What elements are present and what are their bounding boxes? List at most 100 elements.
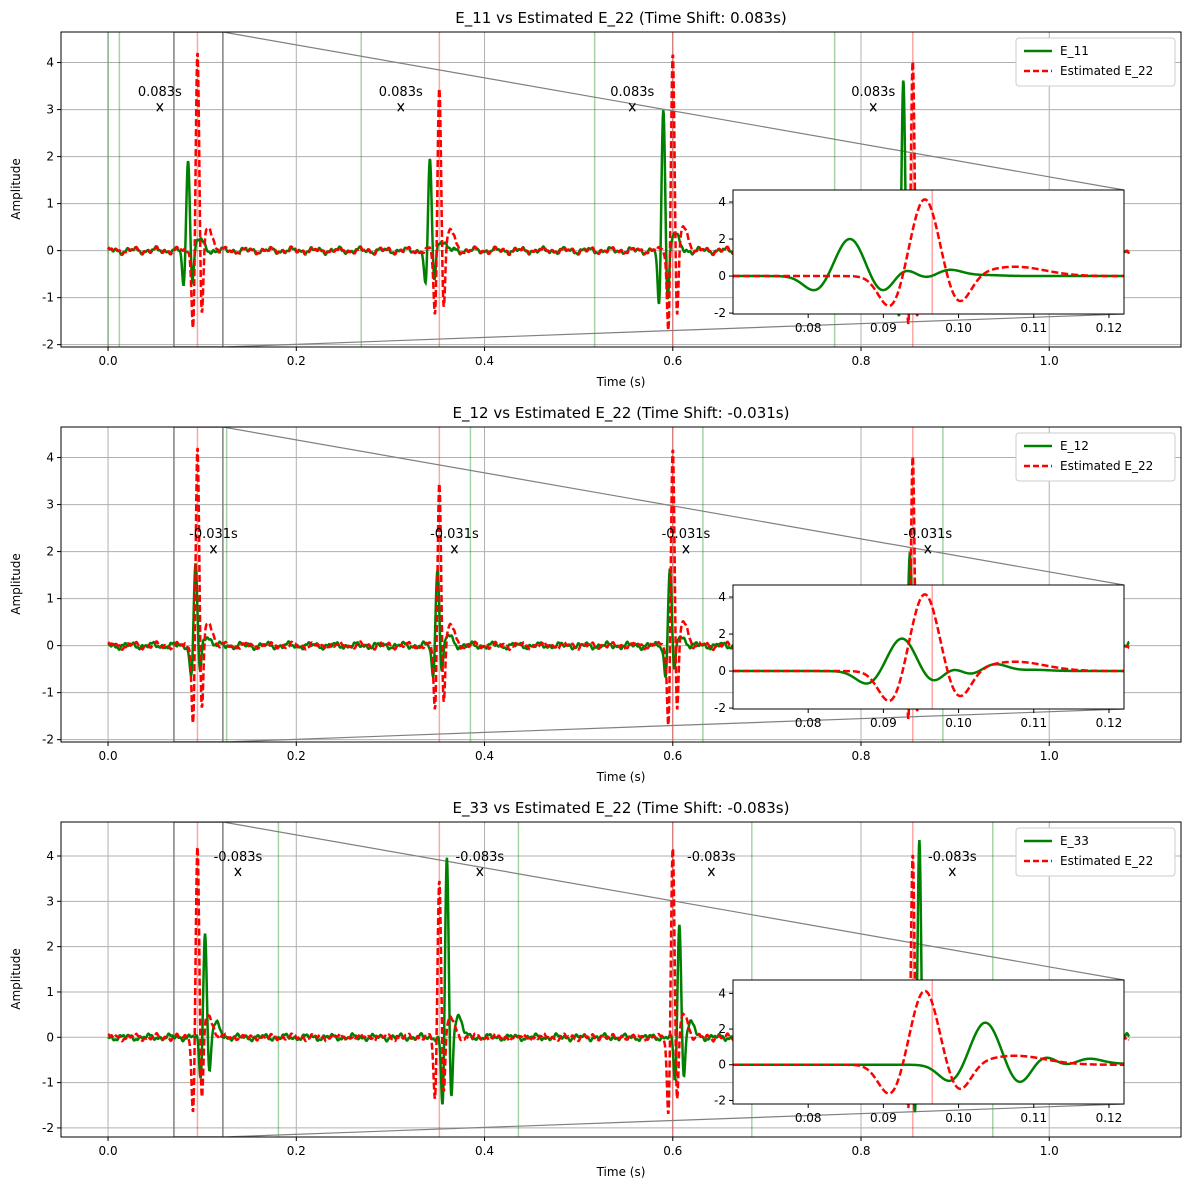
inset-y-tick-label: 0: [718, 269, 726, 283]
inset-x-tick-label: 0.09: [870, 716, 897, 730]
x-axis-label: Time (s): [596, 375, 646, 389]
zoom-region-box: [173, 822, 224, 1137]
y-tick-label: 3: [46, 498, 54, 512]
inset-y-tick-label: 4: [718, 986, 726, 1000]
chart-title: E_11 vs Estimated E_22 (Time Shift: 0.08…: [455, 9, 787, 28]
inset-background: [733, 190, 1124, 314]
y-tick-label: -1: [42, 686, 54, 700]
x-tick-label: 0.6: [663, 1144, 682, 1158]
zoom-connector-line: [222, 313, 1125, 347]
y-axis-label: Amplitude: [9, 158, 23, 220]
annotation-marker: [156, 102, 164, 112]
annotation-label: -0.083s: [687, 850, 736, 865]
legend-e22-label: Estimated E_22: [1060, 854, 1153, 868]
axes-frame: [60, 821, 1182, 1138]
inset-plot-area: [733, 980, 1124, 1104]
inset-y-tick-label: -2: [714, 701, 726, 715]
annotation-label: -0.031s: [430, 527, 479, 542]
x-tick-label: 0.4: [475, 354, 494, 368]
y-tick-label: 4: [46, 451, 54, 465]
annotation-marker: [869, 102, 877, 112]
x-tick-label: 0.4: [475, 749, 494, 763]
y-tick-label: 4: [46, 56, 54, 70]
inset-zoom-axes: 0.08 0.09 0.10 0.11 0.12 -2 0 2 4: [714, 584, 1125, 730]
y-tick-label: 1: [46, 985, 54, 999]
annotation-label: -0.031s: [189, 527, 238, 542]
inset-y-tick-label: 2: [718, 627, 726, 641]
inset-x-tick-label: 0.12: [1096, 716, 1123, 730]
y-tick-label: -2: [42, 733, 54, 747]
y-axis-label: Amplitude: [9, 553, 23, 615]
inset-y-tick-label: -2: [714, 1093, 726, 1107]
inset-plot-area: [733, 190, 1124, 314]
inset-background: [733, 980, 1124, 1104]
inset-zoom-axes: 0.08 0.09 0.10 0.11 0.12 -2 0 2 4: [714, 979, 1125, 1125]
annotation-label: -0.083s: [455, 850, 504, 865]
inset-frame: [732, 189, 1125, 315]
y-tick-label: 1: [46, 592, 54, 606]
inset-frame: [732, 584, 1125, 710]
inset-y-tick-label: 2: [718, 1022, 726, 1036]
zoom-connector-line: [222, 1103, 1125, 1137]
y-tick-label: 0: [46, 639, 54, 653]
inset-y-tick-label: 0: [718, 1058, 726, 1072]
legend: E_12 Estimated E_22: [1015, 432, 1176, 482]
annotation-marker: [948, 867, 956, 877]
y-axis-label: Amplitude: [9, 948, 23, 1010]
y-tick-label: 1: [46, 197, 54, 211]
inset-e22-line: [733, 989, 1124, 1095]
x-tick-label: 1.0: [1040, 1144, 1059, 1158]
annotation-label: -0.083s: [928, 850, 977, 865]
inset-x-tick-label: 0.08: [795, 321, 822, 335]
annotation-label: -0.031s: [662, 527, 711, 542]
inset-x-tick-label: 0.09: [870, 1111, 897, 1125]
legend: E_33 Estimated E_22: [1015, 827, 1176, 877]
annotation-label: -0.083s: [214, 850, 263, 865]
y-tick-label: 2: [46, 150, 54, 164]
zoom-region-box: [173, 32, 224, 347]
x-tick-label: 0.6: [663, 354, 682, 368]
inset-x-tick-label: 0.12: [1096, 1111, 1123, 1125]
x-tick-label: 0.8: [851, 354, 870, 368]
inset-x-tick-label: 0.09: [870, 321, 897, 335]
inset-plot-area: [733, 585, 1124, 709]
inset-signal-line: [733, 237, 1124, 292]
inset-x-tick-label: 0.08: [795, 716, 822, 730]
x-tick-label: 0.4: [475, 1144, 494, 1158]
y-tick-label: 3: [46, 894, 54, 908]
annotation-marker: [924, 544, 932, 554]
legend-signal-label: E_11: [1060, 44, 1089, 58]
annotation-label: -0.031s: [903, 527, 952, 542]
zoom-connector-line: [222, 427, 1125, 586]
inset-y-tick-label: 4: [718, 590, 726, 604]
subplot-e11: 0.083s 0.083s 0.083s 0.083s E_11 vs Estimat…: [9, 9, 1182, 389]
legend-box: [1015, 827, 1176, 877]
inset-y-tick-label: 0: [718, 664, 726, 678]
inset-e22-line: [733, 198, 1124, 308]
inset-x-tick-label: 0.11: [1020, 1111, 1047, 1125]
subplot-e33: -0.083s -0.083s -0.083s -0.083s E_33 vs Est…: [9, 799, 1182, 1179]
inset-zoom-axes: 0.08 0.09 0.10 0.11 0.12 -2 0 2 4: [714, 189, 1125, 335]
x-tick-label: 0.2: [287, 749, 306, 763]
x-axis-label: Time (s): [596, 770, 646, 784]
annotation-marker: [397, 102, 405, 112]
x-axis-label: Time (s): [596, 1165, 646, 1179]
annotation-label: 0.083s: [138, 85, 182, 100]
annotation-marker: [450, 544, 458, 554]
legend-signal-label: E_33: [1060, 834, 1089, 848]
inset-background: [733, 585, 1124, 709]
inset-y-tick-label: 2: [718, 232, 726, 246]
inset-x-tick-label: 0.10: [945, 1111, 972, 1125]
inset-x-tick-label: 0.10: [945, 321, 972, 335]
x-tick-label: 1.0: [1040, 354, 1059, 368]
legend-e22-label: Estimated E_22: [1060, 459, 1153, 473]
y-tick-label: 0: [46, 244, 54, 258]
annotation-marker: [234, 867, 242, 877]
x-tick-label: 0.2: [287, 1144, 306, 1158]
y-tick-label: 0: [46, 1030, 54, 1044]
inset-y-tick-label: -2: [714, 306, 726, 320]
inset-x-tick-label: 0.11: [1020, 321, 1047, 335]
annotation-marker: [476, 867, 484, 877]
y-tick-label: -2: [42, 338, 54, 352]
